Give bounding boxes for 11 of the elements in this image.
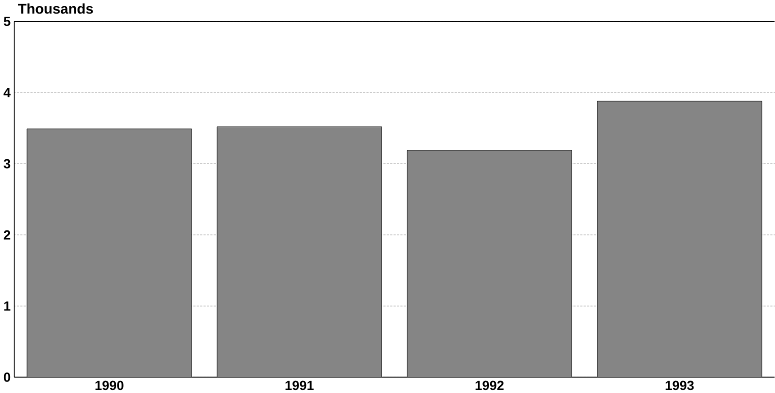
x-tick-label: 1993 — [666, 380, 694, 390]
y-tick-label: 0 — [4, 372, 10, 382]
y-axis-title: Thousands — [18, 3, 93, 14]
y-tick-label: 2 — [4, 230, 10, 240]
y-tick-label: 4 — [4, 88, 11, 97]
x-tick-label: 1991 — [286, 380, 314, 390]
y-tick-label: 1 — [4, 301, 10, 310]
y-tick-label: 5 — [4, 16, 10, 26]
x-tick-label: 1990 — [96, 380, 124, 390]
y-tick-label: 3 — [4, 158, 10, 168]
x-tick-label: 1992 — [476, 380, 504, 390]
